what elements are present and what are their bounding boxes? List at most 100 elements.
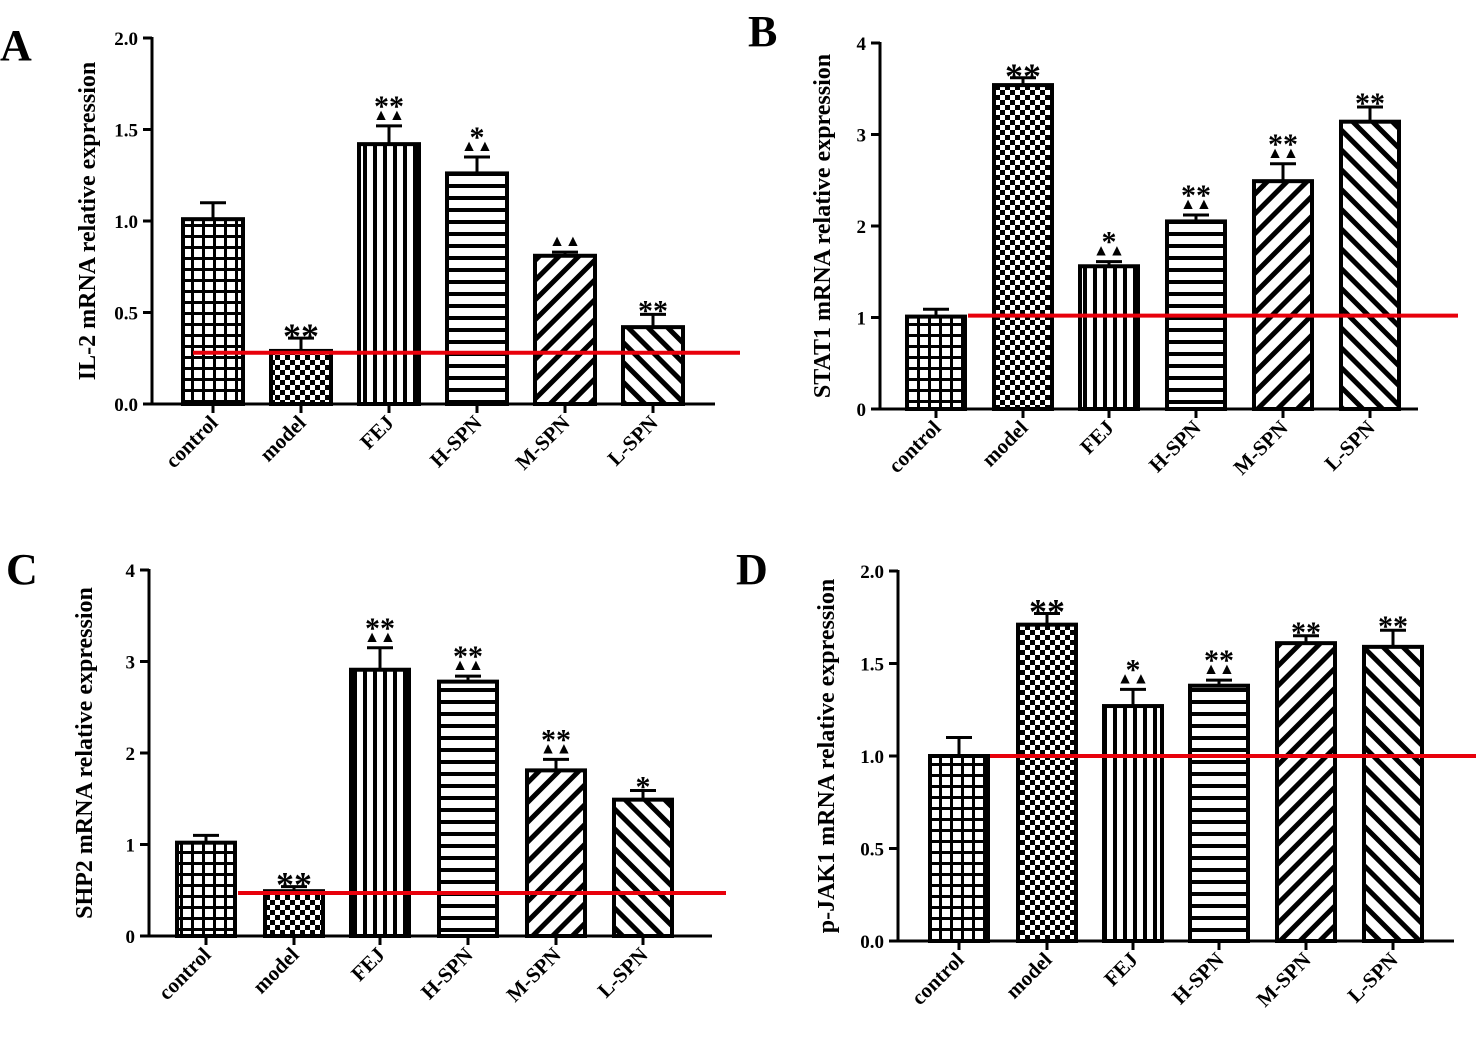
significance-stars: * [1102, 226, 1117, 259]
y-axis-label: IL-2 mRNA relative expression [75, 62, 101, 380]
bar-fej [349, 667, 411, 938]
bar-control [175, 840, 237, 938]
significance-triangles: ▲▲ [373, 107, 405, 124]
bar-model [992, 83, 1054, 411]
y-tick-label: 4 [857, 34, 867, 55]
significance-stars: ** [1181, 179, 1211, 212]
bar-l-spn [612, 797, 674, 938]
category-label: M-SPN [1229, 416, 1293, 480]
significance-triangles: ▲▲ [1203, 661, 1235, 678]
significance-stars: ** [1378, 610, 1408, 643]
category-label: H-SPN [425, 411, 487, 473]
significance-triangles: ▲▲ [1093, 243, 1125, 260]
y-axis-label: p-JAK1 mRNA relative expression [814, 579, 840, 933]
significance-stars: ** [365, 612, 395, 645]
significance-stars: ** [453, 640, 483, 673]
category-label: FEJ [355, 411, 398, 454]
significance-triangles: ▲▲ [452, 657, 484, 674]
category-label: control [160, 410, 222, 472]
significance-triangles: ▲▲ [540, 740, 572, 757]
y-tick-label: 1.0 [114, 212, 138, 233]
y-tick-label: 0.0 [860, 932, 884, 953]
y-tick-label: 3 [126, 653, 136, 674]
significance-triangles: ▲▲ [1180, 196, 1212, 213]
y-tick-label: 0.0 [114, 395, 138, 416]
category-label: M-SPN [502, 943, 566, 1007]
significance-stars: ** [1268, 128, 1298, 161]
significance-stars: ** [374, 90, 404, 123]
y-tick-label: 1.0 [860, 747, 884, 768]
panel-a: A IL-2 mRNA relative expression 0.0 0.5 1.0 1… [0, 21, 740, 475]
category-label: M-SPN [511, 411, 575, 475]
significance-triangles: ▲▲ [461, 138, 493, 155]
category-label: H-SPN [1144, 416, 1206, 478]
bar-model [269, 348, 333, 406]
significance-stars: ** [1005, 56, 1041, 96]
y-tick-label: 2 [857, 217, 867, 238]
y-tick-label: 3 [857, 126, 867, 147]
y-tick-label: 1.5 [114, 121, 138, 142]
significance-stars: ** [1291, 616, 1321, 649]
category-label: L-SPN [1320, 416, 1380, 476]
bar-m-spn [1275, 641, 1337, 944]
significance-stars: ** [276, 865, 312, 905]
category-label: control [883, 415, 945, 477]
y-axis-label: SHP2 mRNA relative expression [72, 587, 98, 919]
y-tick-label: 0.5 [860, 840, 884, 861]
significance-triangles: ▲▲ [1117, 670, 1149, 687]
significance-stars: ** [283, 316, 319, 356]
significance-triangles: ▲▲ [549, 233, 581, 250]
bar-model [1016, 622, 1078, 944]
bar-control [928, 754, 990, 943]
bar-fej [1102, 704, 1164, 943]
significance-stars: ** [1204, 644, 1234, 677]
category-label: H-SPN [416, 943, 478, 1005]
bar-l-spn [621, 325, 685, 407]
bar-m-spn [525, 768, 587, 939]
category-label: L-SPN [1343, 948, 1403, 1008]
bar-h-spn [1188, 683, 1250, 944]
category-label: H-SPN [1167, 948, 1229, 1010]
bar-m-spn [533, 253, 597, 406]
category-label: L-SPN [593, 943, 653, 1003]
y-tick-label: 4 [126, 561, 136, 582]
category-label: control [906, 947, 968, 1009]
y-tick-label: 1 [857, 309, 867, 330]
y-tick-label: 0 [857, 400, 867, 421]
y-tick-label: 1.5 [860, 655, 884, 676]
panel-b: B STAT1 mRNA relative expression 0 1 2 3 4 cont… [748, 7, 1458, 480]
panel-letter: B [748, 7, 777, 56]
category-label: FEJ [1099, 948, 1142, 991]
bar-l-spn [1339, 119, 1401, 411]
category-label: model [977, 415, 1033, 471]
significance-triangles: ▲▲ [1267, 145, 1299, 162]
category-label: model [255, 410, 311, 466]
category-label: FEJ [346, 943, 389, 986]
bar-fej [357, 142, 421, 406]
y-tick-label: 2 [126, 744, 136, 765]
significance-stars: ** [1355, 87, 1385, 120]
bar-l-spn [1362, 644, 1424, 943]
bar-fej [1078, 264, 1140, 412]
panel-letter: A [0, 21, 32, 70]
category-label: model [248, 942, 304, 998]
significance-stars: ** [541, 723, 571, 756]
significance-stars: * [470, 121, 485, 154]
panel-d: Dp-JAK1 mRNA relative expression 0.0 0.5 1.… [736, 545, 1476, 1012]
panel-letter: D [736, 545, 768, 594]
category-label: FEJ [1075, 416, 1118, 459]
significance-stars: * [1126, 653, 1141, 686]
bar-control [905, 314, 967, 411]
y-tick-label: 2.0 [114, 29, 138, 50]
bar-h-spn [437, 679, 499, 938]
bar-model [263, 889, 325, 938]
significance-triangles: ▲▲ [364, 629, 396, 646]
category-label: control [153, 942, 215, 1004]
significance-stars: ** [638, 294, 668, 327]
category-label: L-SPN [603, 411, 663, 471]
category-label: M-SPN [1252, 948, 1316, 1012]
y-tick-label: 1 [126, 836, 136, 857]
panel-c: C SHP2 mRNA relative expression 0 1 2 3 4 contr… [6, 545, 726, 1007]
y-tick-label: 2.0 [860, 562, 884, 583]
